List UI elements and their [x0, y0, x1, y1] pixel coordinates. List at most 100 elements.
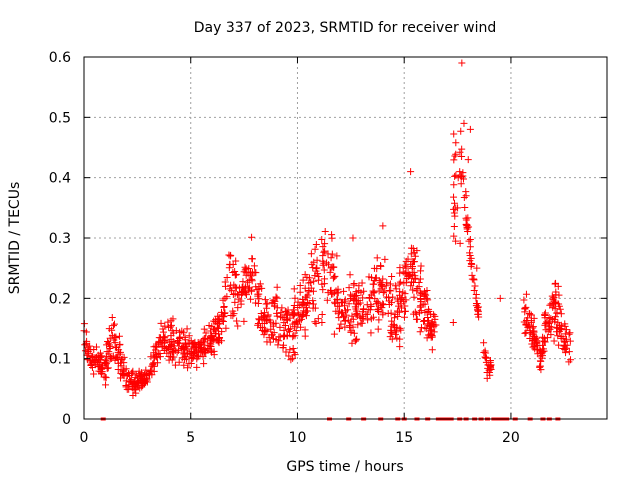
data-point: [452, 237, 460, 245]
data-point: [102, 360, 110, 368]
data-point: [321, 240, 329, 248]
data-point: [400, 279, 408, 287]
data-point: [450, 205, 458, 213]
data-point: [180, 329, 188, 337]
data-point: [307, 278, 315, 286]
data-point: [529, 343, 537, 351]
data-point: [331, 272, 339, 280]
data-point: [146, 371, 154, 379]
data-point: [234, 304, 242, 312]
data-point: [411, 272, 419, 280]
data-point: [423, 295, 431, 303]
data-point: [289, 311, 297, 319]
data-point: [345, 300, 353, 308]
data-point: [115, 332, 123, 340]
data-point: [167, 317, 175, 325]
data-point: [294, 298, 302, 306]
data-point: [395, 280, 403, 288]
data-point: [328, 263, 336, 271]
data-point: [229, 291, 237, 299]
data-point: [321, 247, 329, 255]
data-point: [387, 322, 395, 330]
data-point: [180, 350, 188, 358]
data-point: [348, 339, 356, 347]
data-point: [312, 241, 320, 249]
data-point: [386, 280, 394, 288]
data-point: [482, 349, 490, 357]
data-point: [161, 339, 169, 347]
data-point: [543, 334, 551, 342]
data-point: [273, 294, 281, 302]
data-point: [241, 266, 249, 274]
data-point: [195, 352, 203, 360]
data-point: [282, 348, 290, 356]
data-point: [221, 294, 229, 302]
chart-title: Day 337 of 2023, SRMTID for receiver win…: [194, 20, 497, 36]
data-point: [392, 330, 400, 338]
data-point: [546, 325, 554, 333]
data-point: [136, 376, 144, 384]
data-point: [227, 312, 235, 320]
data-points: [80, 59, 575, 399]
data-point: [120, 353, 128, 361]
data-point: [255, 295, 263, 303]
data-point: [266, 316, 274, 324]
data-point: [167, 323, 175, 331]
data-point: [234, 322, 242, 330]
data-point: [258, 316, 266, 324]
data-point: [374, 299, 382, 307]
data-point: [407, 168, 415, 176]
data-point: [174, 339, 182, 347]
data-point: [561, 322, 569, 330]
data-point: [275, 337, 283, 345]
data-point: [156, 353, 164, 361]
data-point: [330, 330, 338, 338]
data-point: [114, 348, 122, 356]
data-point: [301, 332, 309, 340]
data-point: [198, 348, 206, 356]
data-point: [379, 309, 387, 317]
data-point: [200, 360, 208, 368]
data-point: [168, 342, 176, 350]
data-point: [388, 329, 396, 337]
data-point: [459, 175, 467, 183]
data-point: [169, 315, 177, 323]
data-point: [245, 265, 253, 273]
data-point: [264, 312, 272, 320]
data-point: [229, 307, 237, 315]
data-point: [352, 310, 360, 318]
data-point: [293, 318, 301, 326]
data-point: [297, 315, 305, 323]
data-point: [231, 268, 239, 276]
data-point: [540, 338, 548, 346]
data-point: [108, 313, 116, 321]
data-point: [147, 353, 155, 361]
data-point: [425, 305, 433, 313]
data-point: [318, 280, 326, 288]
data-point: [456, 148, 464, 156]
data-point: [313, 256, 321, 264]
data-point: [557, 333, 565, 341]
data-point: [104, 364, 112, 372]
data-point: [329, 274, 337, 282]
data-point: [83, 356, 91, 364]
data-point: [419, 300, 427, 308]
data-point: [129, 391, 137, 399]
data-point: [561, 330, 569, 338]
data-point: [340, 287, 348, 295]
data-point: [408, 264, 416, 272]
data-point: [335, 314, 343, 322]
data-point: [399, 268, 407, 276]
data-point: [221, 278, 229, 286]
data-point: [407, 250, 415, 258]
data-point: [285, 352, 293, 360]
data-point: [157, 338, 165, 346]
data-point: [190, 351, 198, 359]
data-point: [370, 288, 378, 296]
data-point: [538, 349, 546, 357]
data-point: [309, 300, 317, 308]
data-point: [248, 255, 256, 263]
data-point: [267, 325, 275, 333]
data-point: [452, 139, 460, 147]
data-point: [81, 347, 89, 355]
